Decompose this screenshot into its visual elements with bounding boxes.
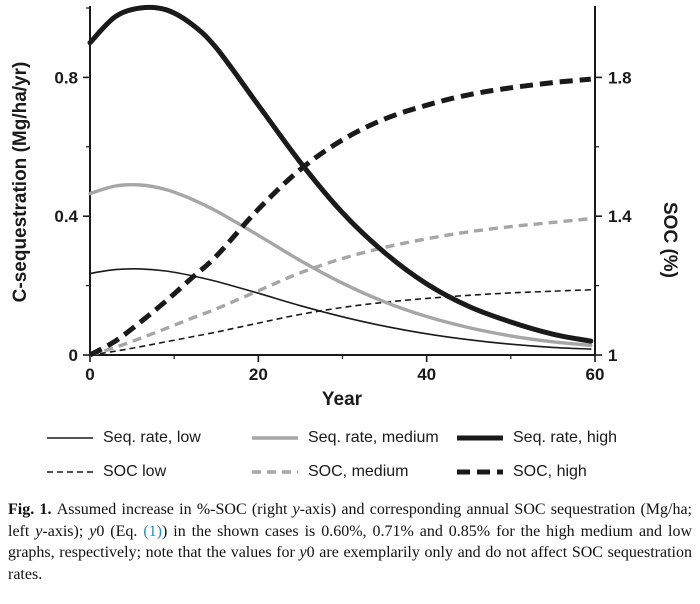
caption-text: -axis) and corresponding annual SOC sequ… [8,501,692,540]
series-layer [87,4,594,358]
x-tick-label: 40 [417,365,436,384]
chart-legend: Seq. rate, low Seq. rate, medium Seq. rate… [0,427,700,483]
series-seq-rate-high [87,4,594,344]
caption-text: y [35,522,43,540]
eq-1-link[interactable]: (1) [143,522,162,540]
legend-label: Seq. rate, high [513,429,618,446]
caption-text: -axis); [42,522,90,540]
caption-text: 0 are exemplarily only and do not affect… [8,544,693,583]
caption-text: 0 (Eq. [96,522,144,540]
y-right-tick-label: 1.8 [608,68,632,87]
legend-item-soc-high: SOC, high [456,461,696,483]
figure-caption: Fig. 1. Assumed increase in %-SOC (right… [8,499,692,585]
y-left-tick-label: 0 [69,346,78,365]
series-soc-low [89,289,591,356]
y-right-tick-label: 1.4 [608,207,632,226]
x-tick-label: 0 [85,365,94,384]
legend-line-sample [457,469,503,475]
legend-item-seq-rate-medium: Seq. rate, medium [251,427,456,449]
series-soc-medium [89,216,591,357]
series-soc-high [88,76,592,358]
caption-text: y [292,501,300,518]
legend-label: SOC, medium [308,463,409,480]
legend-line-sample [47,437,93,439]
y-left-tick-label: 0.8 [54,68,78,87]
legend-line-sample [457,435,503,441]
series-seq-rate-low [89,268,592,350]
legend-label: Seq. rate, medium [308,429,439,446]
y-right-tick-label: 1 [608,346,617,365]
legend-item-seq-rate-low: Seq. rate, low [46,427,251,449]
legend-label: SOC low [103,463,167,480]
legend-item-soc-medium: SOC, medium [251,461,456,483]
legend-item-seq-rate-high: Seq. rate, high [456,427,696,449]
caption-text: y [299,544,307,561]
y-left-tick-label: 0.4 [54,207,78,226]
figure-chart: 0 20 40 60 0 0.4 0.8 1 1.4 1.8 C-sequestration (M… [10,4,680,410]
legend-label: Seq. rate, low [103,429,201,446]
legend-line-sample [252,436,298,440]
axes-layer: 0 20 40 60 0 0.4 0.8 1 1.4 1.8 [54,6,632,384]
caption-text: Assumed increase in %-SOC (right [56,501,293,518]
legend-label: SOC, high [513,463,587,480]
legend-line-sample [47,471,93,473]
y-axis-right-title: SOC (%) [659,202,680,278]
caption-text: ) in the shown cases is 0.60%, 0.71% and… [8,522,692,562]
legend-item-soc-low: SOC low [46,461,251,483]
x-axis-title: Year [322,389,363,410]
caption-text: y [89,522,97,540]
x-tick-label: 60 [586,365,605,384]
y-axis-left-title: C-sequestration (Mg/ha/yr) [10,62,31,303]
x-tick-label: 20 [249,365,268,384]
legend-line-sample [252,470,298,474]
series-seq-rate-medium [88,182,593,347]
caption-text: Fig. 1. [8,501,57,518]
